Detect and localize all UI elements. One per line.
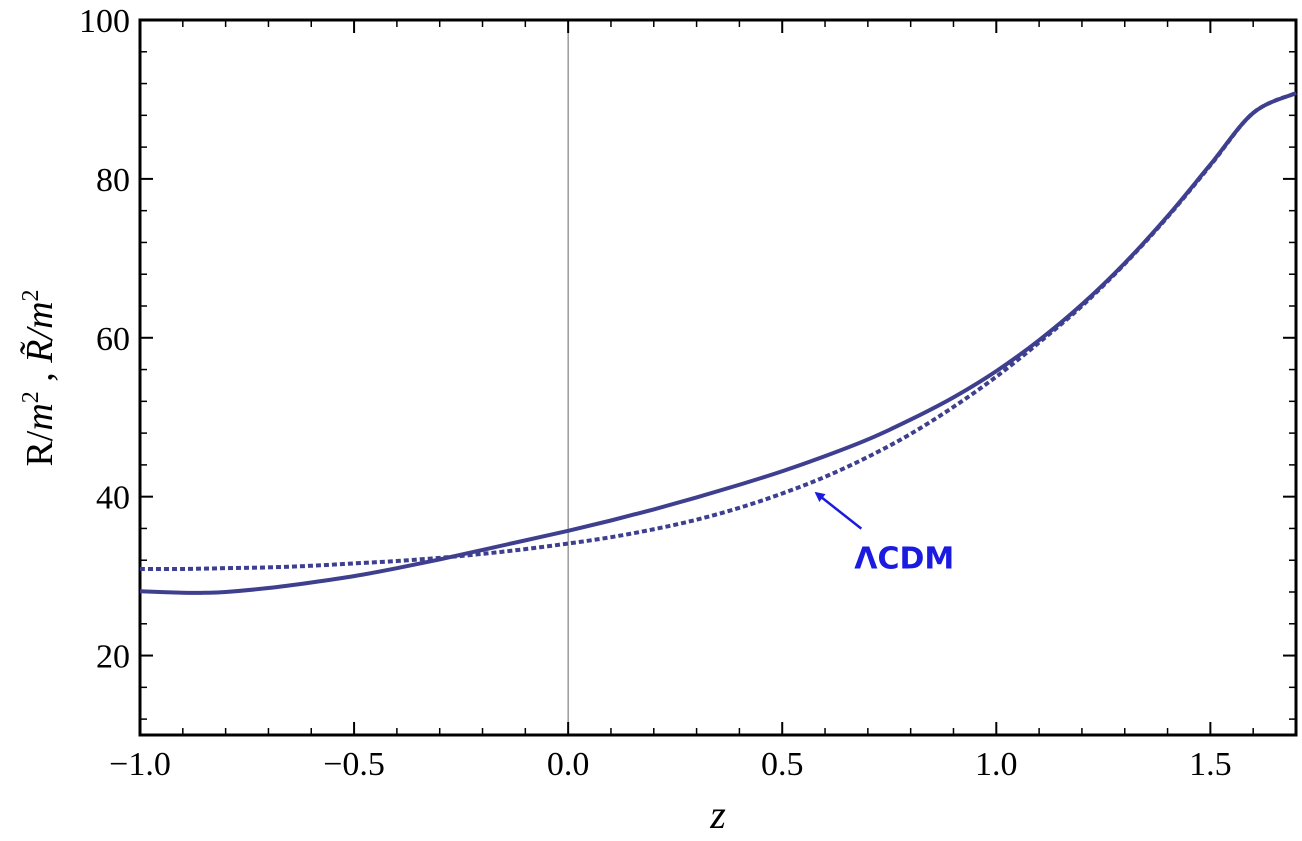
y-axis-title-exp1: 2: [18, 391, 44, 403]
y-tick-label: 20: [96, 639, 130, 676]
x-tick-label: 1.5: [1189, 746, 1232, 783]
y-tick-label: 100: [79, 3, 130, 40]
y-tick-label: 40: [96, 480, 130, 517]
y-axis-title-part2: R̃/: [19, 325, 61, 363]
axis-ticks: [139, 19, 1297, 735]
x-tick-labels: −1.0 −0.5 0.0 0.5 1.0 1.5: [109, 746, 1231, 783]
x-tick-label: 1.0: [975, 746, 1018, 783]
y-axis-title-sep: ,: [19, 363, 61, 392]
x-axis-title: z: [709, 792, 726, 837]
y-axis-title-exp2: 2: [18, 289, 44, 301]
x-tick-label: 0.0: [547, 746, 590, 783]
lcdm-annotation: ΛCDM: [854, 542, 954, 577]
series-line-dashed: [139, 91, 1297, 572]
y-axis-title: R/m2 , R̃/m2: [18, 289, 61, 466]
y-tick-label: 60: [96, 321, 130, 358]
series-group: [139, 91, 1297, 595]
y-axis-title-part1: R/: [19, 430, 61, 466]
x-tick-label: 0.5: [761, 746, 804, 783]
x-tick-label: −1.0: [109, 746, 171, 783]
lcdm-arrow: [814, 491, 863, 530]
x-tick-label: −0.5: [323, 746, 385, 783]
y-axis-title-var1: m: [19, 403, 61, 430]
series-line-solid: [139, 91, 1297, 595]
y-axis-title-var2: m: [19, 301, 61, 328]
plot-frame: [138, 18, 1298, 737]
y-tick-labels: 20 40 60 80 100: [79, 3, 130, 676]
y-tick-label: 80: [96, 162, 130, 199]
